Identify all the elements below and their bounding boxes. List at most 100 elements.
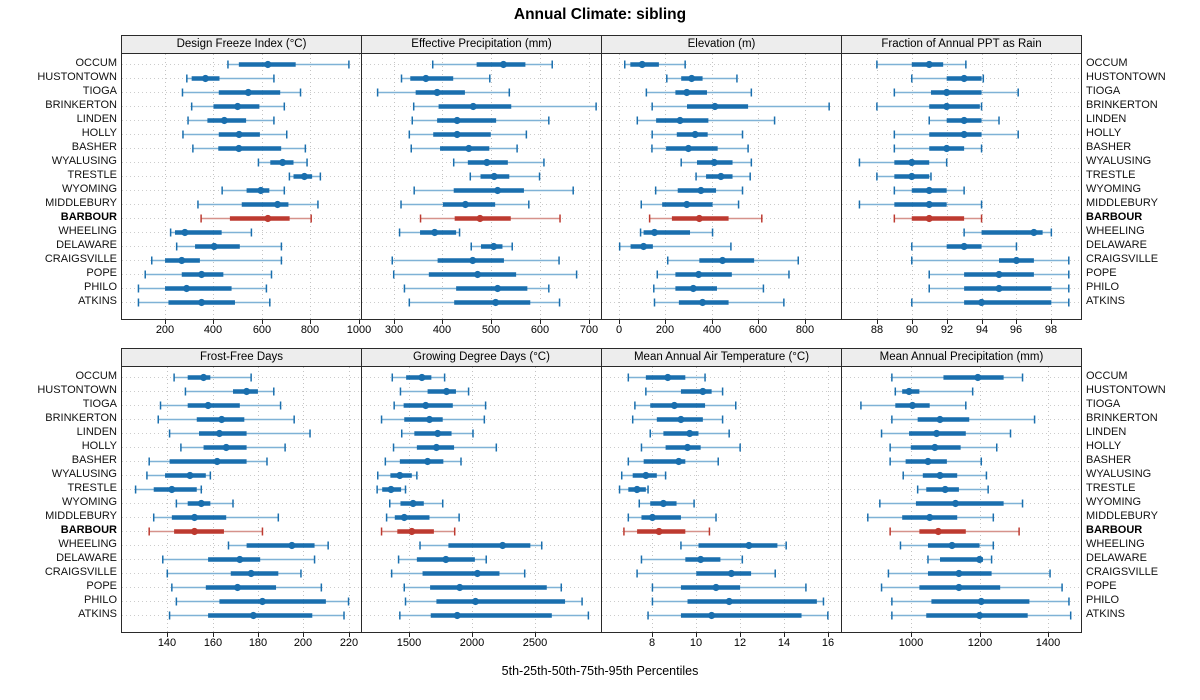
interval-craigsville xyxy=(151,256,283,265)
strip-title-mean-annual-precipitation-mm: Mean Annual Precipitation (mm) xyxy=(842,349,1081,367)
interval-basher xyxy=(893,144,983,153)
station-label-right-atkins: ATKINS xyxy=(1086,608,1125,620)
highlighted-interval-barbour xyxy=(623,527,711,536)
interval-philo xyxy=(928,284,1070,293)
interval-brinkerton xyxy=(190,102,286,111)
x-axis-tick-fraction-of-annual-ppt-as-rain xyxy=(982,320,983,324)
interval-hustontown xyxy=(399,387,470,396)
strip-title-effective-precipitation-mm: Effective Precipitation (mm) xyxy=(362,36,601,54)
plot-area-mean-annual-precipitation-mm xyxy=(842,367,1081,633)
panel-effective-precipitation-mm: Effective Precipitation (mm) xyxy=(361,35,602,320)
interval-holly xyxy=(180,443,286,452)
station-label-right-trestle: TRESTLE xyxy=(1086,482,1136,494)
interval-occum xyxy=(876,60,967,69)
interval-delaware xyxy=(911,242,1018,251)
interval-holly xyxy=(651,130,744,139)
interval-occum xyxy=(891,373,1024,382)
interval-tioga xyxy=(634,401,737,410)
interval-delaware xyxy=(397,555,487,564)
interval-wyoming xyxy=(413,186,574,195)
x-axis-label-frost-free-days-180: 180 xyxy=(248,637,268,649)
x-axis-label-mean-annual-precipitation-mm-1000: 1000 xyxy=(898,637,924,649)
x-axis-tick-effective-precipitation-mm xyxy=(442,320,443,324)
interval-middlebury xyxy=(640,200,740,209)
station-label-left-brinkerton: BRINKERTON xyxy=(45,412,117,424)
station-label-left-middlebury: MIDDLEBURY xyxy=(45,510,117,522)
x-axis-tick-design-freeze-index-c xyxy=(262,320,263,324)
interval-pope xyxy=(928,270,1070,279)
x-axis-tick-frost-free-days xyxy=(349,633,350,637)
station-label-left-delaware: DELAWARE xyxy=(56,239,117,251)
station-label-left-pope: POPE xyxy=(86,580,117,592)
x-axis-tick-fraction-of-annual-ppt-as-rain xyxy=(877,320,878,324)
interval-occum xyxy=(391,373,446,382)
interval-tioga xyxy=(645,88,753,97)
station-label-left-wheeling: WHEELING xyxy=(58,225,117,237)
interval-atkins xyxy=(399,611,590,620)
highlighted-interval-barbour xyxy=(893,214,983,223)
x-axis-label-elevation-m-800: 800 xyxy=(795,324,815,336)
x-axis-tick-growing-degree-days-c xyxy=(535,633,536,637)
interval-atkins xyxy=(911,298,1070,307)
interval-hustontown xyxy=(184,387,275,396)
x-axis-label-mean-annual-air-temperature-c-10: 10 xyxy=(689,637,703,649)
interval-holly xyxy=(182,130,288,139)
x-axis-tick-elevation-m xyxy=(712,320,713,324)
interval-middlebury xyxy=(385,513,460,522)
x-axis-label-fraction-of-annual-ppt-as-rain-88: 88 xyxy=(870,324,884,336)
x-axis-label-design-freeze-index-c-400: 400 xyxy=(203,324,223,336)
x-axis-tick-fraction-of-annual-ppt-as-rain xyxy=(1051,320,1052,324)
station-label-left-basher: BASHER xyxy=(71,141,117,153)
interval-brinkerton xyxy=(876,102,983,111)
station-label-left-wheeling: WHEELING xyxy=(58,538,117,550)
interval-atkins xyxy=(653,298,785,307)
interval-trestle xyxy=(876,172,932,181)
station-label-right-atkins: ATKINS xyxy=(1086,295,1125,307)
highlighted-interval-barbour xyxy=(648,214,763,223)
x-axis-label-design-freeze-index-c-600: 600 xyxy=(252,324,272,336)
x-axis-tick-mean-annual-air-temperature-c xyxy=(828,633,829,637)
station-label-right-basher: BASHER xyxy=(1086,141,1132,153)
interval-wyoming xyxy=(175,499,234,508)
x-axis-label-frost-free-days-140: 140 xyxy=(157,637,177,649)
station-label-right-philo: PHILO xyxy=(1086,281,1120,293)
interval-philo xyxy=(891,597,1070,606)
interval-wyoming xyxy=(879,499,1024,508)
interval-wheeling xyxy=(963,228,1053,237)
interval-middlebury xyxy=(197,200,319,209)
station-label-left-hustontown: HUSTONTOWN xyxy=(37,71,117,83)
panel-mean-annual-precipitation-mm: Mean Annual Precipitation (mm) xyxy=(841,348,1082,633)
station-label-right-delaware: DELAWARE xyxy=(1086,239,1147,251)
interval-basher xyxy=(889,457,983,466)
interval-hustontown xyxy=(911,74,985,83)
station-label-left-holly: HOLLY xyxy=(81,440,117,452)
interval-philo xyxy=(175,597,350,606)
interval-wheeling xyxy=(169,228,253,237)
interval-atkins xyxy=(137,298,271,307)
x-axis-label-design-freeze-index-c-800: 800 xyxy=(300,324,320,336)
interval-craigsville xyxy=(887,569,1051,578)
interval-craigsville xyxy=(390,569,526,578)
interval-linden xyxy=(168,429,311,438)
interval-hustontown xyxy=(400,74,491,83)
interval-wyalusing xyxy=(146,471,212,480)
interval-wyoming xyxy=(638,499,695,508)
x-axis-tick-mean-annual-precipitation-mm xyxy=(980,633,981,637)
plot-area-growing-degree-days-c xyxy=(362,367,601,633)
x-axis-label-elevation-m-400: 400 xyxy=(702,324,722,336)
station-label-right-middlebury: MIDDLEBURY xyxy=(1086,510,1158,522)
interval-delaware xyxy=(175,242,283,251)
highlighted-interval-barbour xyxy=(380,527,456,536)
interval-brinkerton xyxy=(631,415,724,424)
interval-delaware xyxy=(618,242,732,251)
interval-linden xyxy=(880,429,1012,438)
x-axis-label-elevation-m-200: 200 xyxy=(655,324,675,336)
interval-occum xyxy=(624,60,686,69)
station-label-right-middlebury: MIDDLEBURY xyxy=(1086,197,1158,209)
station-label-right-hustontown: HUSTONTOWN xyxy=(1086,71,1166,83)
page-title: Annual Climate: sibling xyxy=(513,6,687,23)
station-label-left-wyalusing: WYALUSING xyxy=(51,468,117,480)
interval-brinkerton xyxy=(380,415,486,424)
interval-linden xyxy=(411,116,550,125)
station-label-right-barbour: BARBOUR xyxy=(1086,211,1143,223)
